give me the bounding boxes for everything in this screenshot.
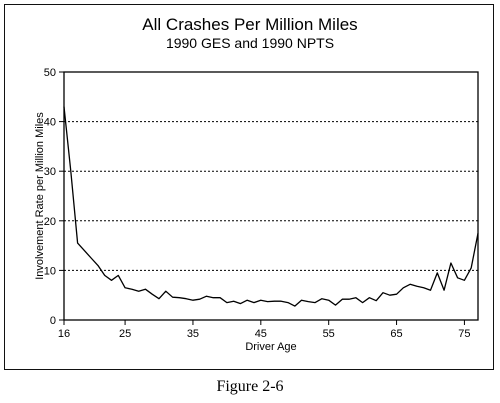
plot-area xyxy=(63,71,479,321)
x-tick-label: 16 xyxy=(58,328,70,340)
y-tick-label: 0 xyxy=(50,315,56,327)
crash-rate-line-chart: All Crashes Per Million Miles 1990 GES a… xyxy=(34,15,479,353)
gridlines xyxy=(64,121,478,271)
y-tick-label: 40 xyxy=(44,117,56,129)
chart-subtitle: 1990 GES and 1990 NPTS xyxy=(166,35,334,51)
x-tick-label: 65 xyxy=(390,328,402,340)
x-axis-label: Driver Age xyxy=(245,341,296,353)
x-tick-label: 35 xyxy=(187,328,199,340)
chart-frame xyxy=(4,4,494,370)
y-axis-label: Involvement Rate per Million Miles xyxy=(34,112,46,280)
x-tick-label: 55 xyxy=(323,328,335,340)
y-axis-ticks: 0 10 20 30 40 50 xyxy=(44,67,64,327)
figure-caption: Figure 2-6 xyxy=(216,378,284,395)
y-tick-label: 20 xyxy=(44,216,56,228)
x-tick-label: 75 xyxy=(458,328,470,340)
x-tick-label: 45 xyxy=(255,328,267,340)
x-tick-label: 25 xyxy=(119,328,131,340)
y-tick-label: 30 xyxy=(44,166,56,178)
y-tick-label: 50 xyxy=(44,67,56,79)
x-axis-ticks: 16 25 35 45 55 65 75 xyxy=(58,320,471,340)
y-tick-label: 10 xyxy=(44,265,56,277)
series-line xyxy=(63,106,479,307)
chart-title: All Crashes Per Million Miles xyxy=(142,15,357,34)
